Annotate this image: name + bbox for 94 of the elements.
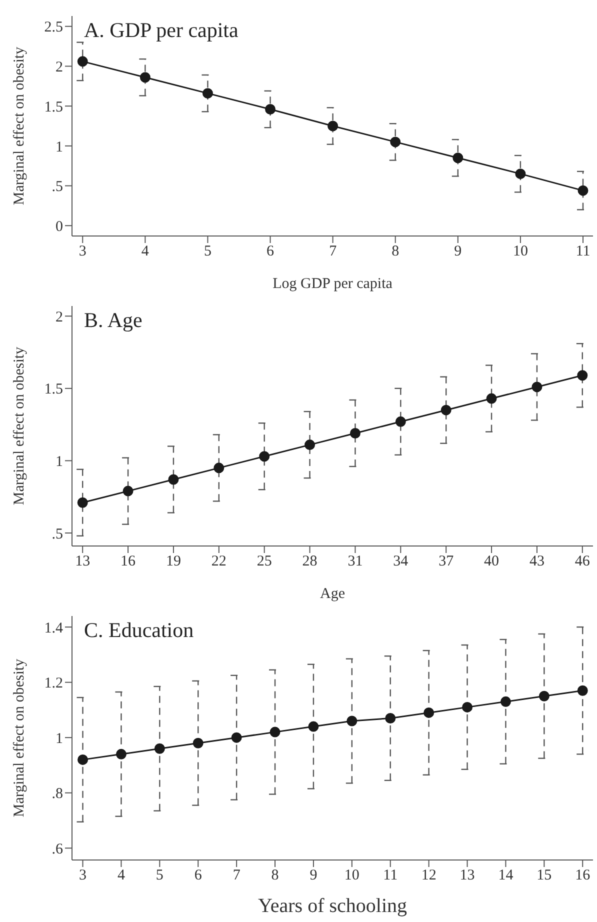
y-tick-label: .5 [52,526,63,542]
y-tick-label: 1 [56,139,63,156]
point [168,474,179,485]
y-tick-label: 2.5 [44,20,63,36]
point [462,702,473,712]
x-tick-label: 4 [117,868,126,884]
point [202,88,213,99]
x-tick-label: 22 [211,554,226,570]
chart-title: C. Education [84,618,194,643]
point [231,732,242,743]
point [116,748,126,760]
point [385,712,396,724]
chart-title: B. Age [84,308,142,333]
point [77,497,88,508]
x-tick-label: 14 [498,868,514,884]
y-tick-label: 1.2 [44,676,63,692]
point [154,743,165,754]
point [515,168,526,180]
point [328,120,338,132]
x-tick-label: 10 [344,868,360,884]
point [346,716,358,726]
x-tick-label: 3 [78,244,86,260]
y-tick-label: .6 [52,841,64,858]
point [538,690,550,702]
y-axis-title: Marginal effect on obesity [11,346,28,506]
point [486,393,497,404]
y-tick-label: 2 [56,309,63,326]
x-tick-label: 43 [529,554,544,570]
point [390,136,401,148]
point [77,56,88,67]
point [78,754,88,765]
x-tick-label: 6 [266,244,275,260]
y-tick-label: .8 [52,786,63,802]
x-tick-label: 10 [512,244,528,260]
point [350,428,360,438]
x-axis-title: Log GDP per capita [272,276,393,292]
x-tick-label: 12 [421,868,436,884]
point [532,382,542,392]
x-tick-label: 40 [484,554,500,570]
point [214,462,224,474]
y-tick-label: 1 [56,454,63,470]
x-tick-label: 37 [438,554,454,570]
x-tick-label: 3 [79,868,87,884]
x-tick-label: 16 [120,554,136,570]
x-tick-label: 11 [383,868,398,884]
y-tick-label: 1.5 [44,382,63,398]
point [122,486,134,496]
x-axis-title: Age [320,586,346,602]
y-tick-label: .5 [52,179,63,196]
x-tick-label: 15 [536,868,552,884]
x-tick-label: 11 [576,244,590,260]
x-tick-label: 13 [460,868,475,884]
point [304,440,316,450]
x-tick-label: 9 [310,868,318,884]
point [452,152,464,164]
x-tick-label: 5 [204,244,212,260]
x-tick-label: 28 [302,554,318,570]
point [270,726,280,738]
point [578,185,588,196]
x-tick-label: 8 [271,868,279,884]
x-tick-label: 31 [348,554,363,570]
y-tick-label: 2 [56,60,63,76]
y-axis-title: Marginal effect on obesity [11,658,28,818]
x-tick-label: 6 [194,868,202,884]
x-tick-label: 4 [141,244,150,260]
x-tick-label: 16 [575,868,591,884]
x-tick-label: 8 [392,244,400,260]
x-tick-label: 25 [256,554,272,570]
x-tick-label: 7 [232,868,241,884]
point [577,370,588,381]
point [265,104,276,115]
x-tick-label: 34 [393,554,409,570]
x-tick-label: 13 [75,554,90,570]
point [577,685,588,696]
x-axis-title: Years of schooling [258,895,408,917]
point [140,72,150,83]
y-tick-label: 0 [56,218,63,235]
x-tick-label: 9 [454,244,462,260]
y-axis-title: Marginal effect on obesity [11,46,28,206]
point [440,404,452,416]
point [500,696,511,707]
y-tick-label: 1.4 [44,620,64,636]
point [395,416,406,427]
point [259,451,270,462]
y-tick-label: 1 [56,730,63,747]
x-tick-label: 46 [574,554,590,570]
point [308,721,319,732]
point [192,738,204,748]
chart-title: A. GDP per capita [84,18,238,43]
x-tick-label: 7 [329,244,338,260]
x-tick-label: 5 [156,868,164,884]
point [424,707,434,718]
x-tick-label: 19 [166,554,181,570]
y-tick-label: 1.5 [44,99,63,116]
